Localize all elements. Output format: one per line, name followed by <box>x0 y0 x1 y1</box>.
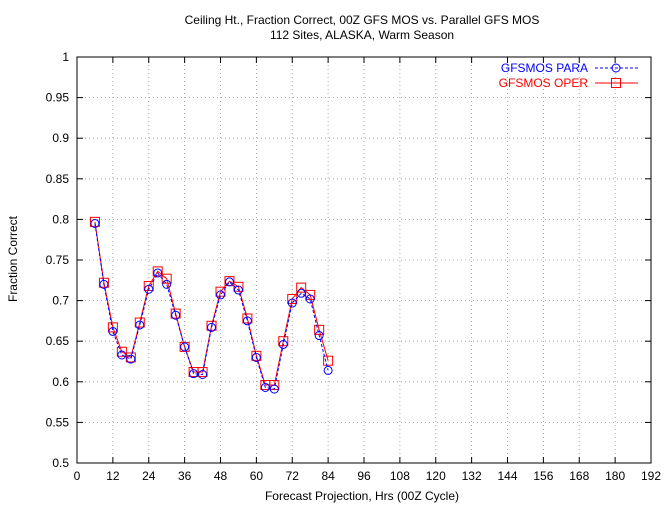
legend-marker-gfsmos-para <box>611 63 621 73</box>
data-point-gfsmos-oper <box>323 355 334 366</box>
data-point-gfsmos-oper <box>206 320 217 331</box>
data-point-gfsmos-para <box>189 369 199 379</box>
data-point-gfsmos-oper <box>296 282 307 293</box>
data-point-gfsmos-para <box>296 288 306 298</box>
x-tick-label: 72 <box>286 469 300 483</box>
data-point-gfsmos-para <box>198 369 208 379</box>
x-tick-label: 0 <box>74 469 81 483</box>
legend-label-gfsmos-para: GFSMOS PARA <box>501 61 588 75</box>
x-tick-label: 180 <box>605 469 625 483</box>
y-tick-label: 0.7 <box>52 294 69 308</box>
data-point-gfsmos-para <box>135 320 145 330</box>
x-tick-label: 108 <box>390 469 410 483</box>
x-tick-label: 144 <box>497 469 517 483</box>
data-point-gfsmos-para <box>323 365 333 375</box>
x-tick-label: 84 <box>321 469 335 483</box>
series-layer <box>89 216 334 394</box>
data-point-gfsmos-para <box>180 342 190 352</box>
y-tick-label: 1 <box>62 50 69 64</box>
data-point-gfsmos-para <box>99 279 109 289</box>
data-point-gfsmos-oper <box>116 346 127 357</box>
data-point-gfsmos-oper <box>197 367 208 378</box>
x-tick-label: 132 <box>462 469 482 483</box>
data-point-gfsmos-oper <box>305 289 316 300</box>
x-axis-label: Forecast Projection, Hrs (00Z Cycle) <box>265 489 459 503</box>
data-point-gfsmos-oper <box>251 350 262 361</box>
x-tick-label: 168 <box>569 469 589 483</box>
x-tick-label: 120 <box>426 469 446 483</box>
chart-title: Ceiling Ht., Fraction Correct, 00Z GFS M… <box>185 13 540 27</box>
x-tick-label: 12 <box>106 469 120 483</box>
data-point-gfsmos-para <box>260 382 270 392</box>
data-point-gfsmos-para <box>126 354 136 364</box>
x-tick-label: 48 <box>214 469 228 483</box>
data-point-gfsmos-oper <box>98 277 109 288</box>
data-point-gfsmos-oper <box>134 317 145 328</box>
data-point-gfsmos-para <box>117 350 127 360</box>
data-point-gfsmos-oper <box>125 352 136 363</box>
data-point-gfsmos-para <box>269 384 279 394</box>
y-tick-label: 0.55 <box>46 415 70 429</box>
data-point-gfsmos-para <box>153 268 163 278</box>
series-line-gfsmos-para <box>94 223 329 390</box>
data-point-gfsmos-para <box>108 326 118 336</box>
legend-label-gfsmos-oper: GFSMOS OPER <box>499 76 589 90</box>
y-tick-label: 0.85 <box>46 172 70 186</box>
series-gfsmos-para <box>90 218 333 394</box>
data-point-gfsmos-para <box>251 352 261 362</box>
y-tick-label: 0.9 <box>52 131 69 145</box>
data-point-gfsmos-para <box>242 316 252 326</box>
x-tick-label: 192 <box>641 469 661 483</box>
data-point-gfsmos-para <box>90 218 100 228</box>
x-tick-label: 60 <box>250 469 264 483</box>
data-point-gfsmos-para <box>207 322 217 332</box>
data-point-gfsmos-para <box>144 284 154 294</box>
chart-subtitle: 112 Sites, ALASKA, Warm Season <box>270 28 454 42</box>
legend-marker-gfsmos-oper <box>611 78 621 88</box>
axes: 0.5 0.55 0.6 0.65 0.7 0.75 0.8 0.85 0.9 0.95 1 0 12 2… <box>46 50 662 483</box>
data-point-gfsmos-para <box>171 310 181 320</box>
x-tick-label: 96 <box>357 469 371 483</box>
data-point-gfsmos-oper <box>287 293 298 304</box>
data-point-gfsmos-para <box>162 279 172 289</box>
data-point-gfsmos-para <box>233 285 243 295</box>
y-tick-label: 0.8 <box>52 212 69 226</box>
x-tick-label: 24 <box>142 469 156 483</box>
legend: GFSMOS PARA GFSMOS OPER <box>499 61 638 90</box>
y-tick-label: 0.65 <box>46 334 70 348</box>
x-tick-label: 36 <box>178 469 192 483</box>
data-point-gfsmos-oper <box>314 324 325 335</box>
y-tick-label: 0.95 <box>46 91 70 105</box>
y-tick-label: 0.75 <box>46 253 70 267</box>
data-point-gfsmos-oper <box>152 266 163 277</box>
data-point-gfsmos-para <box>224 277 234 287</box>
y-tick-label: 0.5 <box>52 456 69 470</box>
data-point-gfsmos-para <box>278 339 288 349</box>
y-tick-label: 0.6 <box>52 375 69 389</box>
data-point-gfsmos-oper <box>170 308 181 319</box>
data-point-gfsmos-para <box>287 298 297 308</box>
data-point-gfsmos-oper <box>107 322 118 333</box>
x-tick-label: 156 <box>533 469 553 483</box>
data-point-gfsmos-para <box>305 294 315 304</box>
data-point-gfsmos-para <box>216 290 225 300</box>
data-point-gfsmos-para <box>314 331 324 341</box>
plot-frame <box>76 56 652 464</box>
y-axis-label: Fraction Correct <box>6 215 20 302</box>
